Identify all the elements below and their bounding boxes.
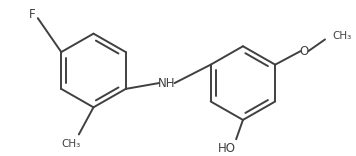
Text: F: F: [28, 8, 35, 21]
Text: O: O: [299, 45, 308, 58]
Text: NH: NH: [158, 77, 176, 90]
Text: CH₃: CH₃: [333, 31, 352, 41]
Text: HO: HO: [218, 141, 236, 154]
Text: CH₃: CH₃: [61, 139, 81, 149]
